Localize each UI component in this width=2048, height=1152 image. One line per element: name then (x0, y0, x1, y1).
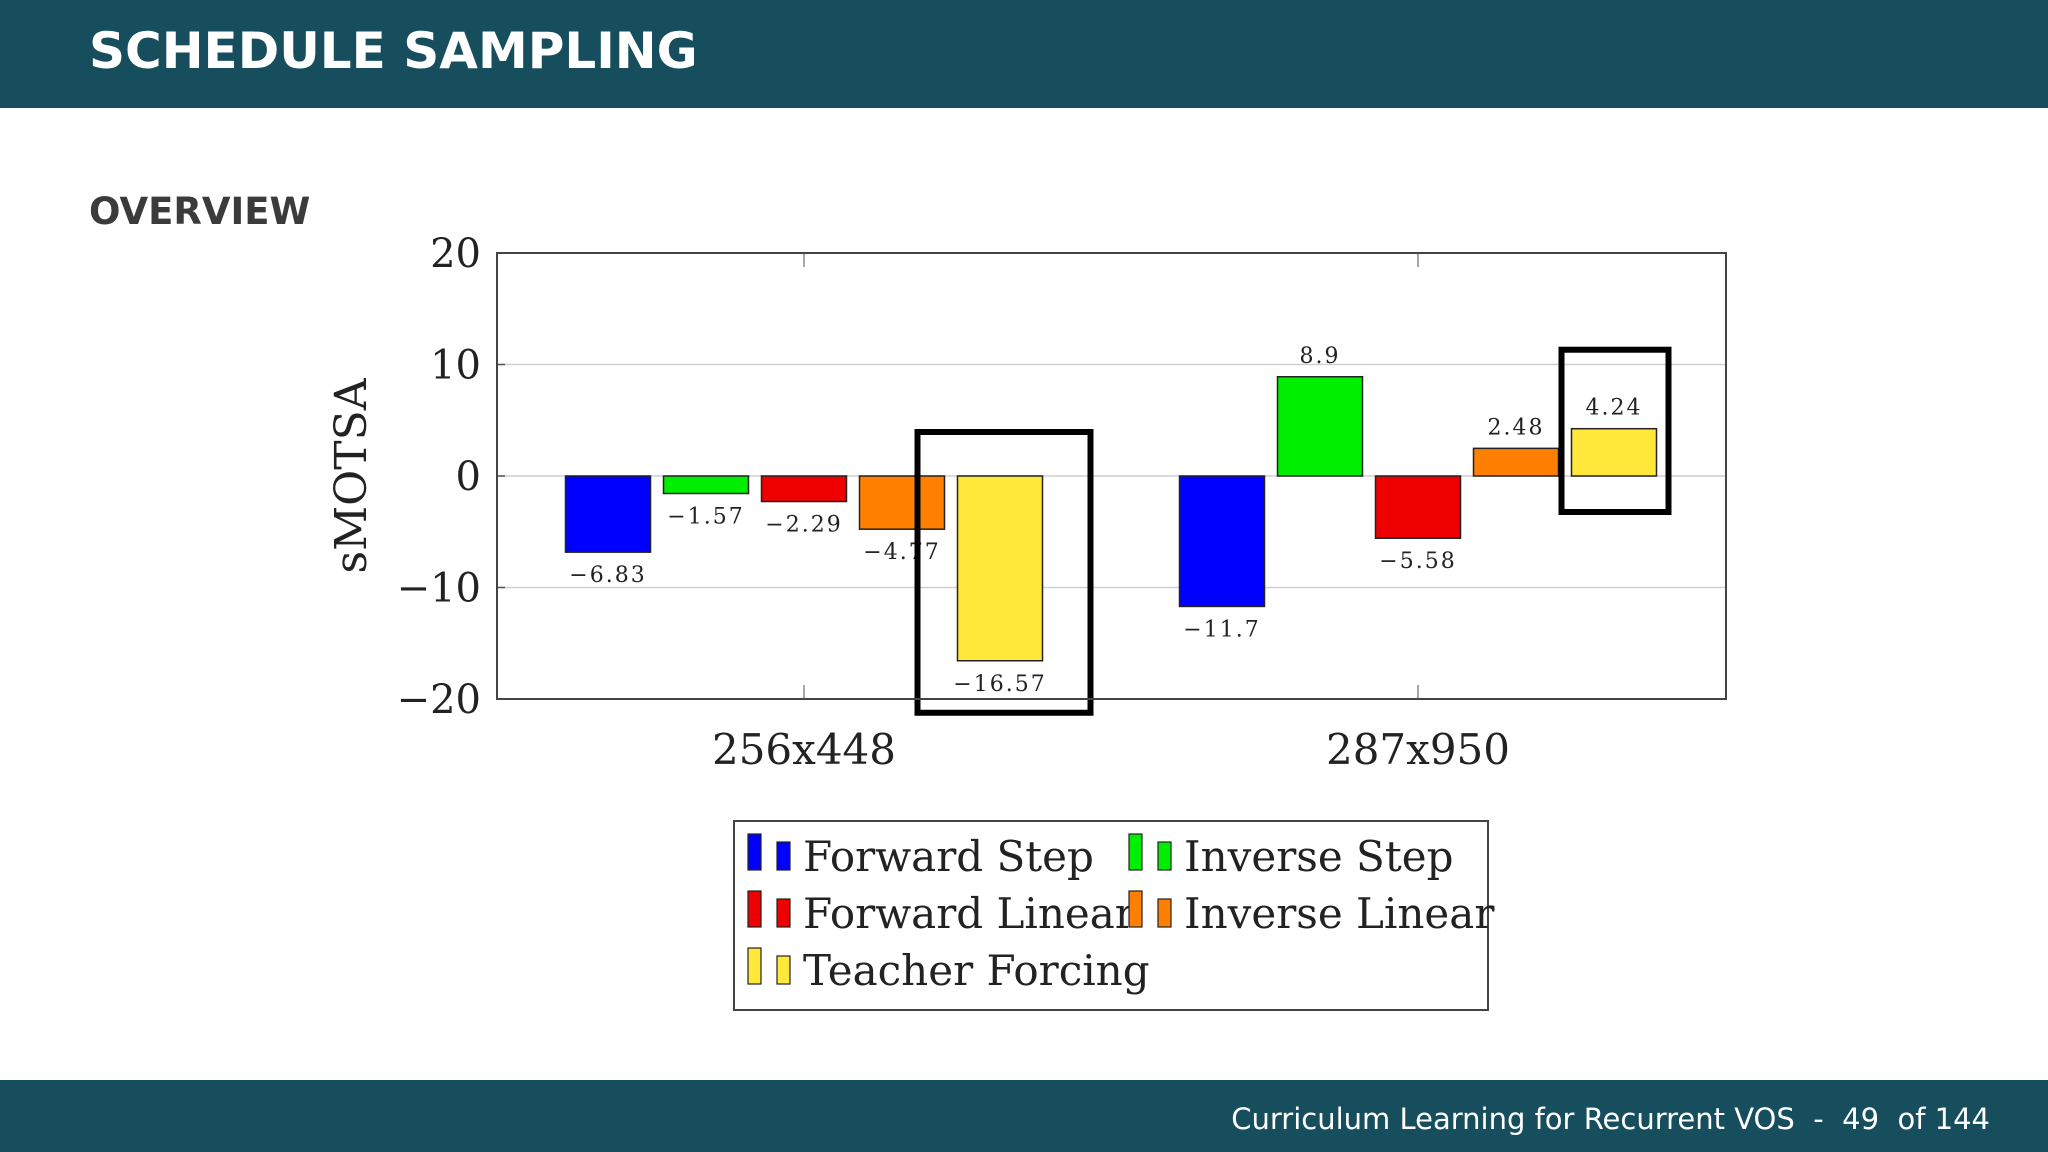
data-label: 8.9 (1300, 344, 1341, 369)
slide-footer: Curriculum Learning for Recurrent VOS - … (0, 1080, 2048, 1152)
x-tick-label: 256x448 (712, 725, 896, 774)
legend-swatch (1128, 890, 1143, 928)
data-label: 2.48 (1488, 415, 1545, 440)
legend-label: Inverse Step (1184, 832, 1453, 881)
data-label: −16.57 (953, 672, 1046, 697)
slide-header: SCHEDULE SAMPLING (0, 0, 2048, 108)
legend-label: Forward Linear (803, 889, 1136, 938)
bar (1472, 447, 1560, 477)
data-label: −6.83 (569, 563, 646, 588)
bar (858, 475, 946, 530)
data-label: −1.57 (667, 505, 744, 530)
legend-swatch (1157, 898, 1172, 928)
legend-swatch (747, 947, 762, 985)
bar (564, 475, 652, 553)
legend-swatch (776, 841, 791, 871)
data-label: −11.7 (1183, 617, 1260, 642)
highlight-box (1558, 346, 1672, 515)
presentation-title: Curriculum Learning for Recurrent VOS (1231, 1102, 1795, 1136)
data-label: 4.24 (1586, 396, 1643, 421)
section-title: OVERVIEW (89, 190, 311, 233)
bar (956, 475, 1044, 662)
bar (1374, 475, 1462, 539)
footer-text: Curriculum Learning for Recurrent VOS - … (1231, 1102, 1990, 1136)
legend-box (733, 820, 1489, 1011)
legend-swatch (747, 833, 762, 871)
bar (760, 475, 848, 503)
plot-frame (496, 252, 1727, 700)
data-label: −5.58 (1379, 549, 1456, 574)
legend-label: Teacher Forcing (803, 946, 1150, 995)
legend-swatch (776, 898, 791, 928)
bar (662, 475, 750, 495)
y-tick-label: −10 (397, 566, 481, 612)
legend-label: Forward Step (803, 832, 1094, 881)
bar (1276, 376, 1364, 477)
x-tick-label: 287x950 (1326, 725, 1510, 774)
slide-title: SCHEDULE SAMPLING (89, 22, 698, 80)
page-number: 49 (1842, 1102, 1880, 1136)
legend-swatch (747, 890, 762, 928)
y-tick-label: 10 (430, 343, 481, 389)
legend-swatch (1157, 841, 1172, 871)
y-axis-label: sMOTSA (326, 377, 377, 573)
y-tick-label: −20 (397, 677, 481, 723)
bar (1178, 475, 1266, 608)
y-tick-label: 20 (430, 231, 481, 277)
highlight-box (914, 429, 1094, 716)
legend-swatch (776, 955, 791, 985)
legend-label: Inverse Linear (1184, 889, 1495, 938)
data-label: −2.29 (765, 513, 842, 538)
y-tick-label: 0 (456, 454, 481, 500)
page-total: of 144 (1897, 1102, 1990, 1136)
data-label: −4.77 (863, 540, 940, 565)
legend-swatch (1128, 833, 1143, 871)
bar (1570, 427, 1658, 477)
footer-separator: - (1813, 1102, 1824, 1136)
